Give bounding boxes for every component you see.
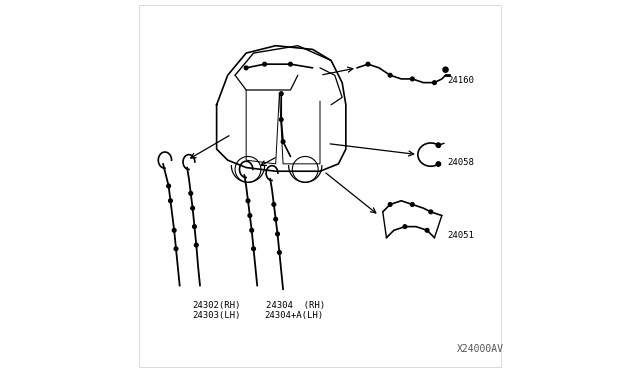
Circle shape bbox=[167, 184, 170, 188]
Text: 24058: 24058 bbox=[447, 157, 474, 167]
Circle shape bbox=[436, 162, 440, 166]
Circle shape bbox=[278, 251, 281, 254]
Circle shape bbox=[172, 228, 176, 232]
Circle shape bbox=[174, 247, 178, 251]
Circle shape bbox=[252, 247, 255, 251]
Text: 24304+A(LH): 24304+A(LH) bbox=[264, 311, 323, 320]
Circle shape bbox=[280, 92, 283, 96]
Circle shape bbox=[425, 228, 429, 232]
Circle shape bbox=[189, 192, 193, 195]
Circle shape bbox=[250, 228, 253, 232]
Text: 24302(RH): 24302(RH) bbox=[193, 301, 241, 311]
Circle shape bbox=[276, 232, 280, 236]
Circle shape bbox=[193, 225, 196, 228]
Circle shape bbox=[246, 199, 250, 203]
Circle shape bbox=[274, 217, 278, 221]
Circle shape bbox=[366, 62, 370, 66]
Circle shape bbox=[436, 143, 440, 147]
Text: 24303(LH): 24303(LH) bbox=[193, 311, 241, 320]
Text: X24000AV: X24000AV bbox=[456, 344, 504, 354]
Circle shape bbox=[429, 210, 433, 214]
Circle shape bbox=[263, 62, 266, 66]
Circle shape bbox=[410, 203, 414, 206]
Circle shape bbox=[280, 118, 283, 121]
Circle shape bbox=[289, 62, 292, 66]
Text: 24051: 24051 bbox=[447, 231, 474, 240]
Circle shape bbox=[272, 203, 276, 206]
Text: 24304  (RH): 24304 (RH) bbox=[266, 301, 326, 311]
Circle shape bbox=[433, 81, 436, 84]
Circle shape bbox=[388, 203, 392, 206]
Circle shape bbox=[388, 73, 392, 77]
Circle shape bbox=[195, 243, 198, 247]
Circle shape bbox=[168, 199, 172, 203]
Circle shape bbox=[281, 140, 285, 144]
Circle shape bbox=[244, 66, 248, 70]
Circle shape bbox=[403, 225, 407, 228]
Text: 24160: 24160 bbox=[447, 76, 474, 85]
Circle shape bbox=[191, 206, 195, 210]
Circle shape bbox=[248, 214, 252, 217]
Circle shape bbox=[443, 67, 448, 72]
Circle shape bbox=[410, 77, 414, 81]
